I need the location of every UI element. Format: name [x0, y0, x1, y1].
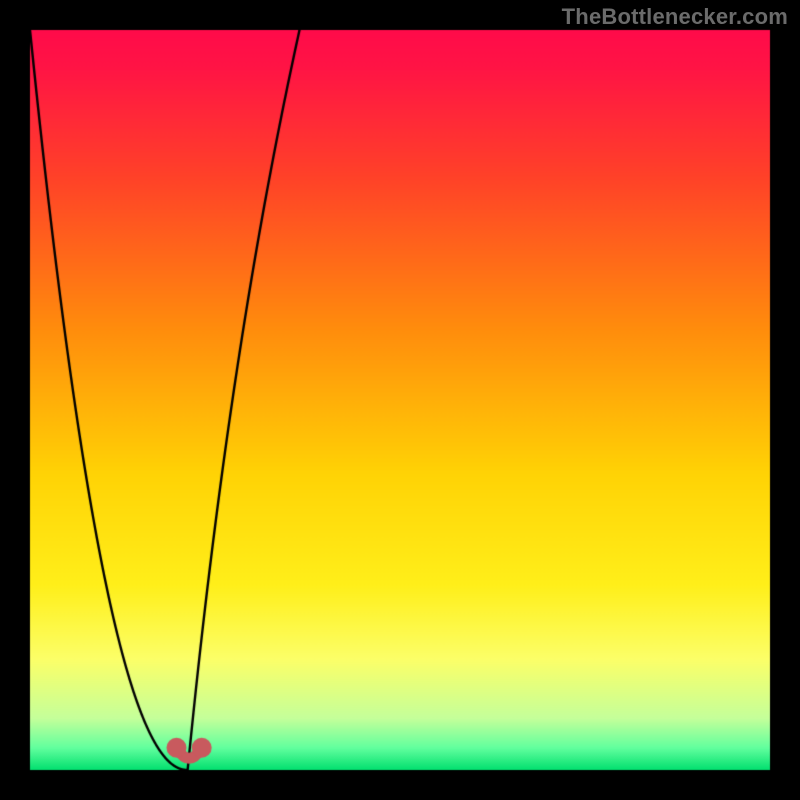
bottleneck-plot [0, 0, 800, 800]
watermark-text: TheBottlenecker.com [562, 4, 788, 30]
